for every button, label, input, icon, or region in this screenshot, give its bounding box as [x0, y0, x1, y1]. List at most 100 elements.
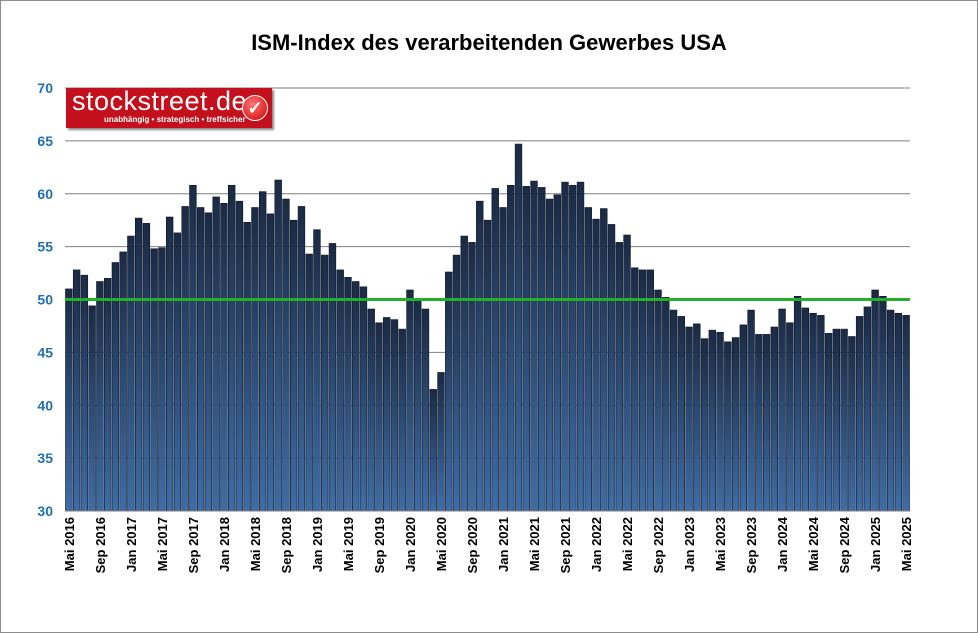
- bar: [623, 234, 631, 512]
- bar: [483, 219, 492, 512]
- x-tick-label: Jan 2020: [403, 517, 418, 572]
- bar: [600, 208, 608, 512]
- y-tick-label: 30: [37, 503, 53, 519]
- bar: [809, 312, 817, 512]
- bar: [72, 269, 81, 512]
- bar: [220, 202, 228, 512]
- bar: [437, 372, 445, 512]
- bar: [848, 336, 856, 512]
- bar: [196, 207, 205, 512]
- y-tick-label: 65: [37, 133, 53, 149]
- bar: [235, 200, 244, 512]
- chart-title: ISM-Index des verarbeitenden Gewerbes US…: [251, 30, 727, 55]
- bar: [227, 184, 236, 512]
- y-tick-label: 35: [37, 450, 53, 466]
- bar: [251, 207, 259, 512]
- bar: [569, 184, 577, 512]
- bar: [429, 389, 437, 512]
- bar: [165, 216, 174, 512]
- bar: [863, 306, 872, 512]
- bar: [840, 328, 848, 512]
- bar: [173, 232, 182, 512]
- bar: [584, 207, 592, 512]
- bar: [421, 308, 430, 512]
- bar: [708, 329, 716, 512]
- x-tick-label: Jan 2019: [310, 517, 325, 572]
- bar: [592, 218, 600, 512]
- bar: [127, 235, 135, 512]
- bar: [305, 253, 313, 512]
- bar: [902, 315, 910, 512]
- x-tick-label: Jan 2025: [868, 517, 883, 572]
- bar: [716, 331, 724, 512]
- bar: [476, 200, 484, 512]
- bar: [545, 198, 554, 512]
- x-tick-label: Mai 2020: [434, 517, 449, 571]
- bar: [328, 243, 337, 512]
- bar: [274, 179, 282, 512]
- y-tick-label: 55: [37, 239, 53, 255]
- bar: [855, 316, 864, 512]
- x-tick-label: Sep 2016: [93, 517, 108, 573]
- x-tick-label: Sep 2019: [372, 517, 387, 573]
- x-tick-label: Mai 2022: [620, 517, 635, 571]
- logo-name: stockstreet.de: [72, 86, 248, 116]
- x-tick-label: Mai 2021: [527, 517, 542, 571]
- bar: [607, 224, 616, 512]
- bar: [491, 188, 499, 512]
- bar: [739, 324, 748, 512]
- bar: [693, 323, 701, 512]
- bar: [259, 191, 267, 512]
- bar: [561, 181, 569, 512]
- bar: [297, 206, 306, 512]
- bar: [778, 308, 786, 512]
- bar: [134, 217, 143, 512]
- bar: [181, 206, 189, 512]
- bar: [793, 296, 802, 512]
- bar: [119, 251, 127, 512]
- bar: [770, 326, 779, 512]
- bar: [731, 337, 740, 512]
- bar: [747, 309, 755, 512]
- x-tick-label: Jan 2024: [775, 516, 790, 572]
- bar: [824, 333, 833, 512]
- y-tick-label: 45: [37, 344, 53, 360]
- bar: [80, 274, 89, 512]
- bar: [886, 309, 895, 512]
- bar: [282, 198, 290, 512]
- bar: [344, 276, 352, 512]
- bar: [685, 326, 693, 512]
- bar: [638, 269, 647, 512]
- bar: [755, 334, 763, 512]
- bar: [88, 305, 96, 512]
- bar: [615, 242, 623, 512]
- bar: [530, 180, 538, 512]
- bar: [406, 289, 414, 512]
- x-tick-label: Jan 2022: [589, 517, 604, 572]
- x-tick-label: Sep 2023: [744, 517, 759, 573]
- bar: [212, 196, 220, 512]
- bar: [468, 242, 476, 512]
- x-tick-label: Mai 2019: [341, 517, 356, 571]
- x-tick-label: Sep 2017: [186, 517, 201, 573]
- x-tick-label: Mai 2017: [155, 517, 170, 571]
- bar: [383, 317, 391, 512]
- x-tick-label: Mai 2018: [248, 517, 263, 571]
- bar: [142, 223, 151, 512]
- x-tick-label: Mai 2025: [899, 517, 914, 571]
- x-tick-label: Mai 2024: [806, 516, 821, 571]
- bar: [507, 184, 515, 512]
- y-tick-label: 50: [37, 292, 53, 308]
- bar: [375, 322, 383, 512]
- bar: [499, 207, 507, 512]
- bar: [832, 328, 841, 512]
- x-tick-label: Mai 2016: [62, 517, 77, 571]
- x-tick-label: Jan 2023: [682, 517, 697, 572]
- x-tick-label: Sep 2022: [651, 517, 666, 573]
- bar: [65, 288, 73, 512]
- bar: [669, 309, 678, 512]
- bar: [460, 235, 468, 512]
- bar: [390, 319, 399, 512]
- bar: [96, 281, 104, 512]
- y-tick-label: 70: [37, 80, 53, 96]
